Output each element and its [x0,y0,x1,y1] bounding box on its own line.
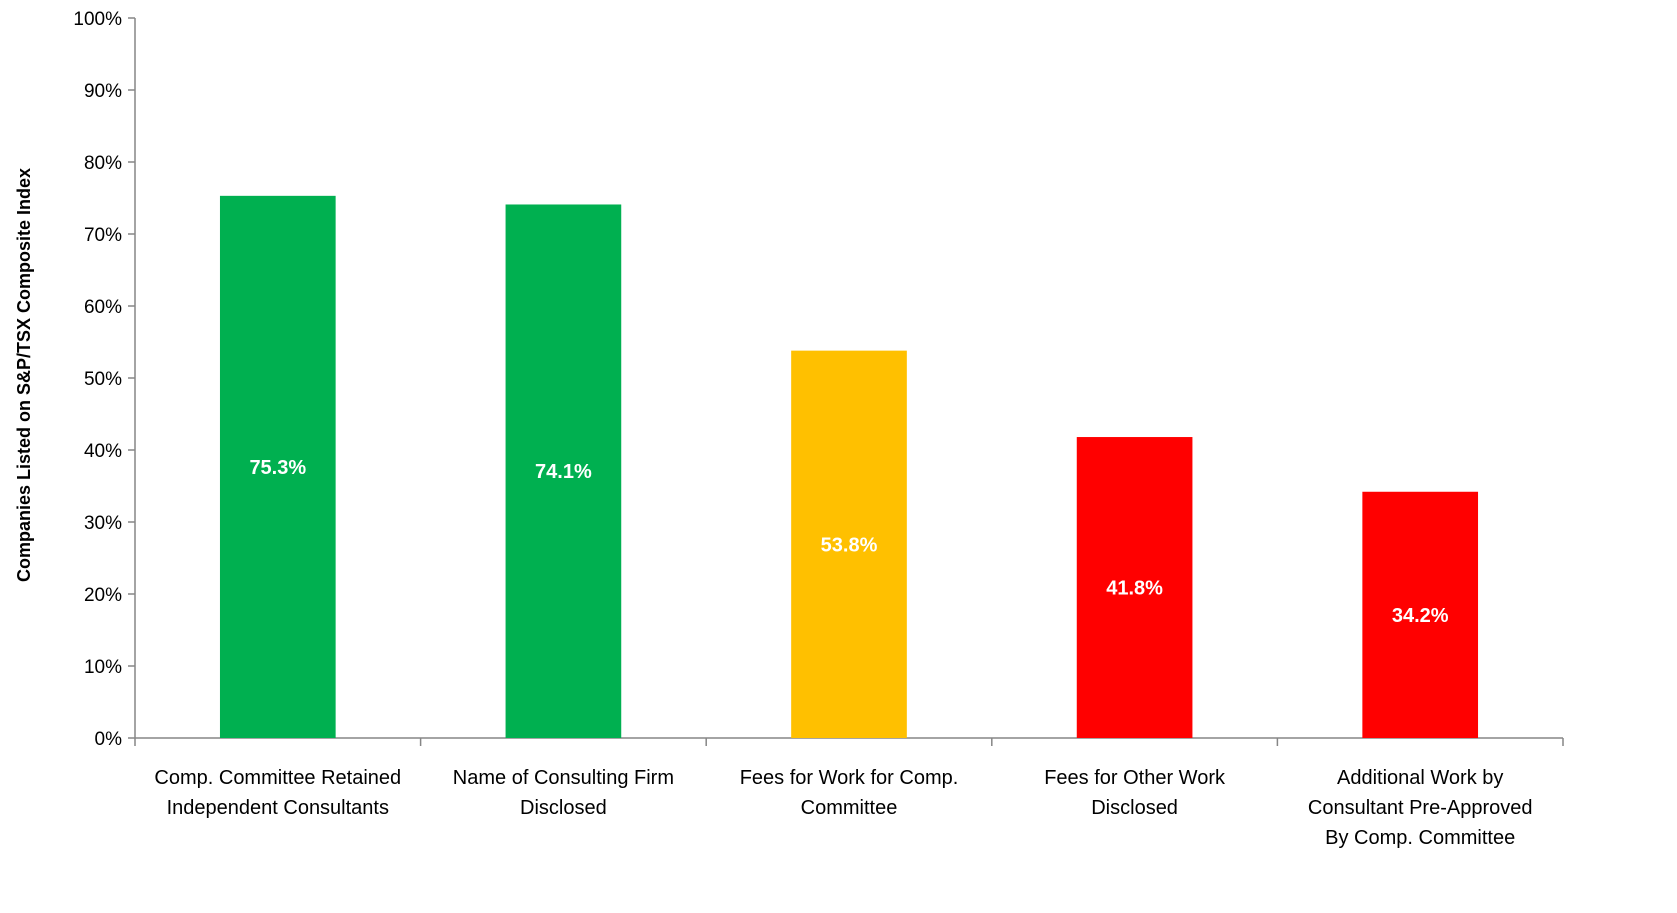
category-label-line: Disclosed [520,797,607,819]
category-label: Fees for Other Work Disclosed [1044,767,1226,819]
y-axis-title-group: Companies Listed on S&P/TSX Composite In… [14,168,34,582]
y-tick-label: 60% [84,297,122,318]
category-label-line: Name of Consulting Firm [453,767,674,789]
data-label: 75.3% [249,457,306,479]
category-label-line: Fees for Other Work [1044,767,1226,789]
y-tick-label: 20% [84,585,122,606]
category-label-line: Independent Consultants [167,797,389,819]
category-label-line: Consultant Pre-Approved [1308,797,1533,819]
data-label: 74.1% [535,461,592,483]
category-label-line: Additional Work by [1337,767,1503,789]
data-label: 41.8% [1106,578,1163,600]
category-label: Name of Consulting Firm Disclosed [453,767,674,819]
y-tick-label: 40% [84,441,122,462]
category-label-line: Comp. Committee Retained [154,767,401,789]
data-label: 34.2% [1392,605,1449,627]
y-tick-label: 10% [84,657,122,678]
data-label: 53.8% [821,534,878,556]
y-tick-label: 30% [84,513,122,534]
category-label: Fees for Work for Comp. Committee [740,767,959,819]
axes: 0% 10% 20% 30% 40% 50% 60% 70% 80% 90% 100% [73,9,1564,750]
bar [1362,491,1479,738]
category-label: Additional Work by Consultant Pre-Approve… [1308,767,1533,849]
category-label-line: Committee [801,797,898,819]
labels: 75.3% Comp. Committee Retained Independent… [154,457,1532,849]
category-label-line: Disclosed [1091,797,1178,819]
y-tick-label: 0% [95,729,123,750]
bar [1076,437,1193,738]
category-label-line: Fees for Work for Comp. [740,767,959,789]
bar [219,195,336,739]
category-label: Comp. Committee Retained Independent Cons… [154,767,401,819]
y-tick-label: 50% [84,369,122,390]
y-axis-title: Companies Listed on S&P/TSX Composite In… [14,168,34,582]
bars [219,195,1479,739]
category-label-line: By Comp. Committee [1325,827,1515,849]
y-tick-label: 100% [73,9,122,30]
y-tick-label: 90% [84,81,122,102]
y-tick-label: 80% [84,153,122,174]
bar [791,350,907,738]
bar [505,204,622,739]
y-tick-label: 70% [84,225,122,246]
